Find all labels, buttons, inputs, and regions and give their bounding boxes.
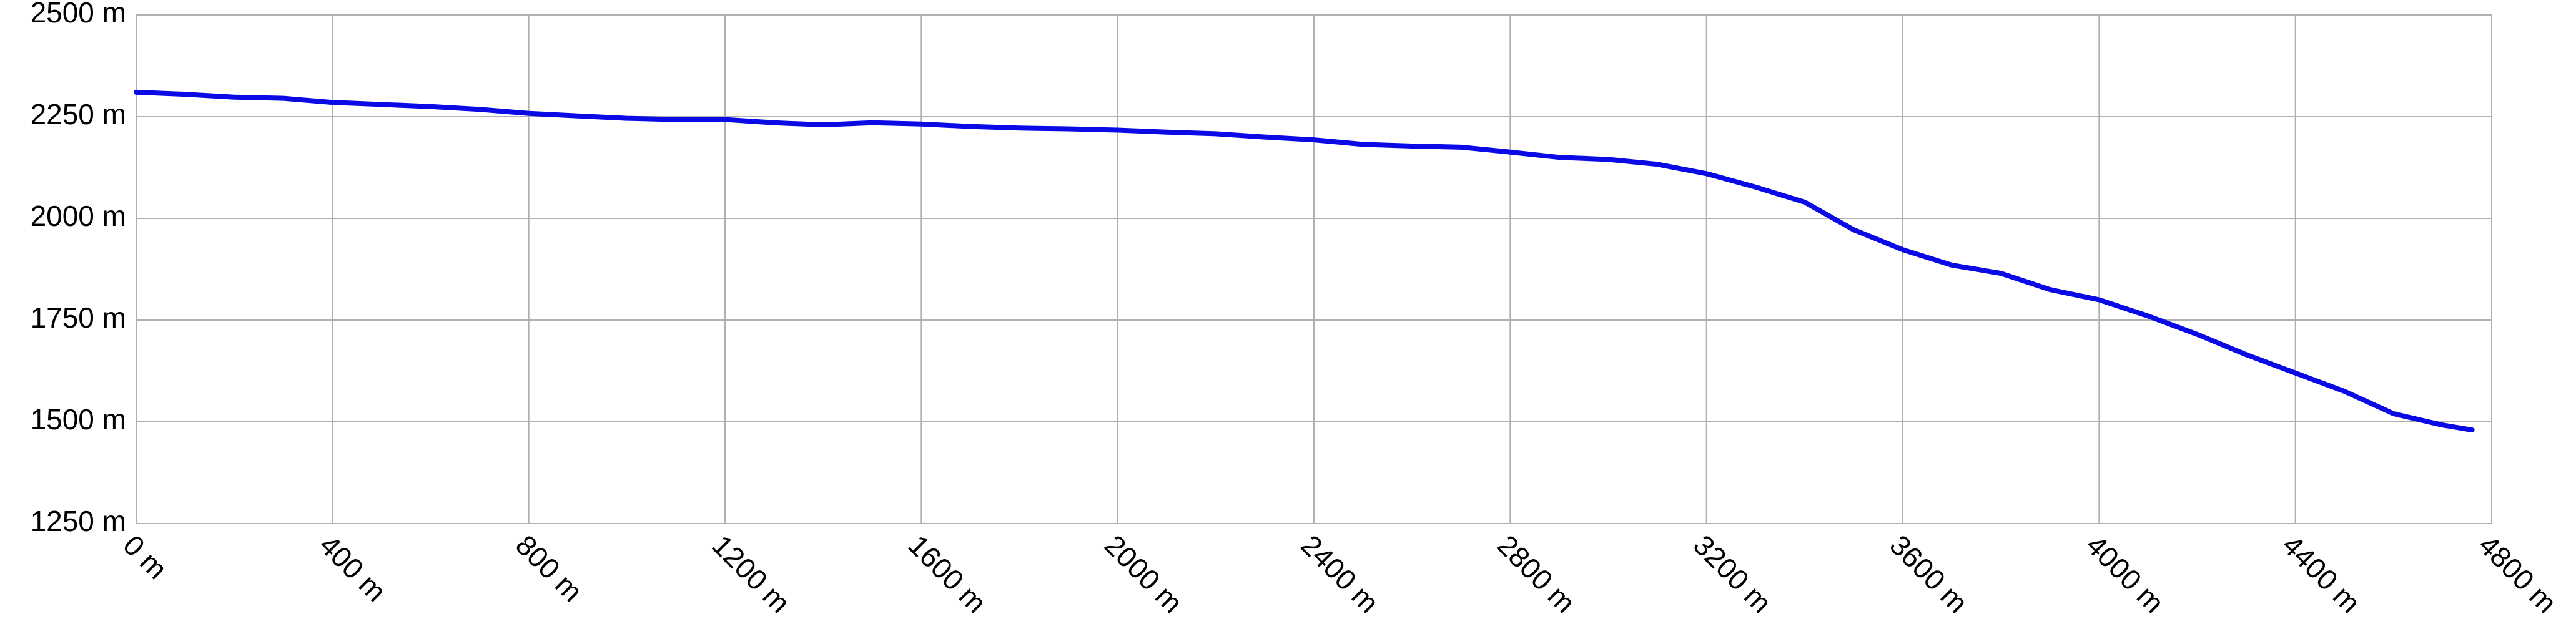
y-tick-label: 2250 m (31, 98, 126, 130)
x-tick-label: 1600 m (902, 529, 993, 619)
x-tick-label: 3600 m (1883, 529, 1974, 619)
y-tick-label: 1250 m (31, 505, 126, 537)
x-tick-label: 4000 m (2080, 529, 2171, 619)
elevation-line (134, 89, 2475, 433)
y-tick-label: 2500 m (31, 0, 126, 29)
x-tick-label: 3200 m (1687, 529, 1778, 619)
x-tick-label: 4800 m (2472, 529, 2563, 619)
x-tick-label: 1200 m (706, 529, 796, 619)
y-tick-label: 1750 m (31, 301, 126, 334)
x-tick-label: 2800 m (1491, 529, 1582, 619)
x-tick-label: 400 m (313, 529, 393, 608)
y-tick-label: 1500 m (31, 403, 126, 436)
x-tick-label: 2400 m (1295, 529, 1385, 619)
y-tick-label: 2000 m (31, 200, 126, 232)
x-tick-label: 2000 m (1098, 529, 1189, 619)
x-tick-label: 800 m (510, 529, 589, 608)
x-tick-label: 4400 m (2276, 529, 2367, 619)
